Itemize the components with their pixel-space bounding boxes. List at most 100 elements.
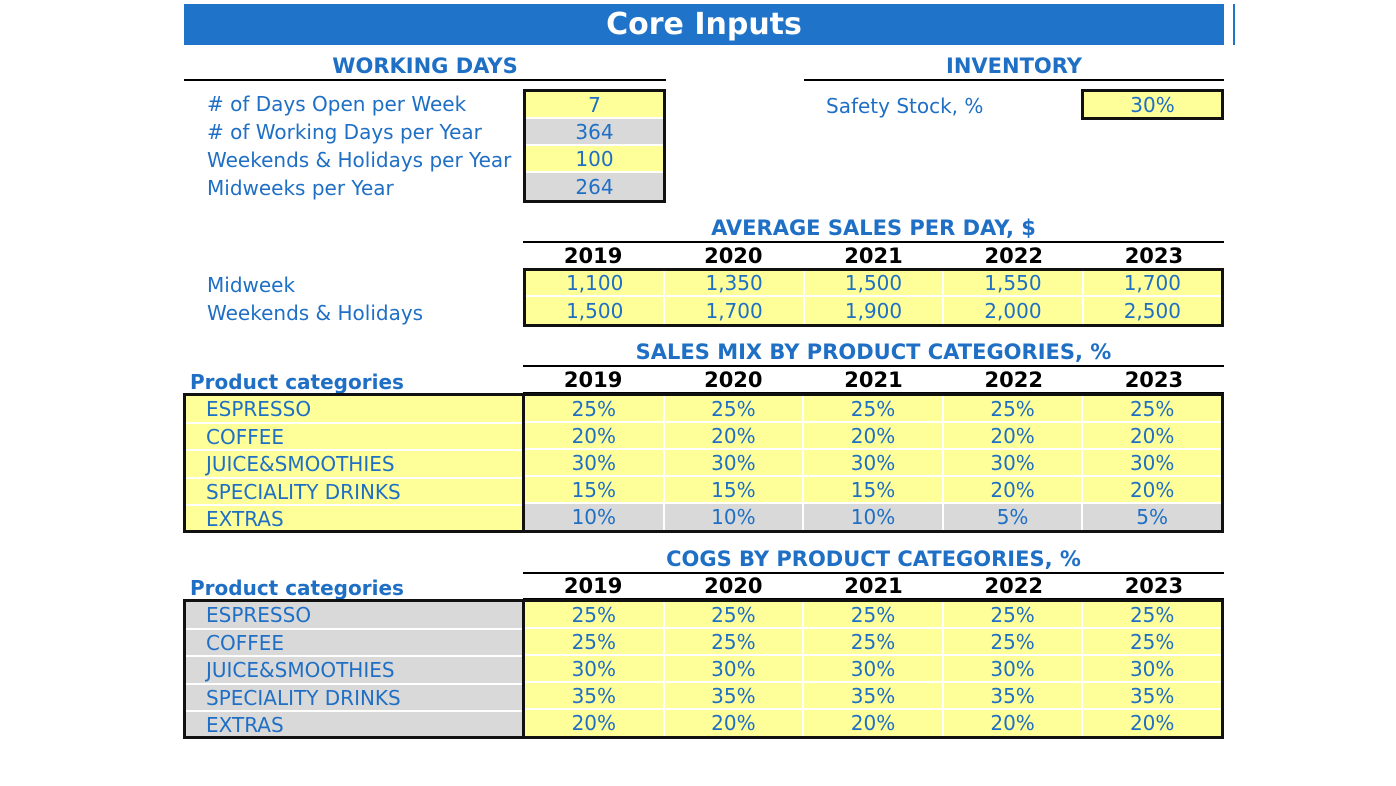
- sales-mix-cell[interactable]: 20%: [804, 423, 944, 450]
- working-days-heading: WORKING DAYS: [184, 53, 666, 81]
- cogs-cell[interactable]: 20%: [525, 710, 665, 736]
- cogs-cell[interactable]: 25%: [1083, 602, 1221, 629]
- cogs-cell[interactable]: 35%: [1083, 683, 1221, 710]
- avg-sales-cell[interactable]: 1,350: [665, 271, 805, 297]
- cogs-category-extras: EXTRAS: [206, 713, 284, 738]
- sales-mix-cell[interactable]: 20%: [1083, 477, 1221, 504]
- category-juice-smoothies[interactable]: JUICE&SMOOTHIES: [186, 451, 522, 479]
- year-header: 2021: [844, 574, 903, 598]
- category-extras[interactable]: EXTRAS: [206, 507, 284, 532]
- cogs-cell[interactable]: 20%: [664, 710, 805, 736]
- sales-mix-extras-cell: 10%: [804, 504, 944, 530]
- sales-mix-grid: 25% 25% 25% 25% 25% 20% 20% 20% 20% 20% …: [522, 393, 1224, 533]
- cogs-cell[interactable]: 30%: [1083, 656, 1221, 683]
- sales-mix-cell[interactable]: 30%: [664, 450, 805, 477]
- banner-edge: [1233, 4, 1235, 45]
- sales-mix-category-list: ESPRESSO COFFEE JUICE&SMOOTHIES SPECIALI…: [183, 393, 525, 533]
- weekends-label: Weekends & Holidays: [207, 301, 424, 325]
- cogs-cell[interactable]: 30%: [664, 656, 805, 683]
- year-header: 2021: [844, 244, 903, 268]
- avg-sales-cell[interactable]: 1,700: [1083, 271, 1222, 297]
- sales-mix-cell[interactable]: 25%: [525, 396, 665, 423]
- cogs-category-espresso: ESPRESSO: [186, 602, 522, 630]
- cogs-cell[interactable]: 25%: [804, 602, 944, 629]
- midweeks-value: 264: [526, 173, 663, 200]
- safety-stock-label: Safety Stock, %: [826, 94, 984, 118]
- cogs-cell[interactable]: 35%: [525, 683, 665, 710]
- sales-mix-cell[interactable]: 20%: [525, 423, 665, 450]
- avg-sales-cell[interactable]: 2,500: [1083, 297, 1222, 324]
- avg-sales-cell[interactable]: 1,500: [804, 271, 945, 297]
- sales-mix-cell[interactable]: 25%: [943, 396, 1084, 423]
- working-days-label: # of Working Days per Year: [207, 120, 482, 144]
- working-days-value: 364: [526, 119, 663, 146]
- cogs-category-juice-smoothies: JUICE&SMOOTHIES: [186, 657, 522, 685]
- sales-mix-cell[interactable]: 25%: [1083, 396, 1221, 423]
- days-open-input[interactable]: 7: [526, 92, 663, 119]
- cogs-cell[interactable]: 30%: [943, 656, 1084, 683]
- cogs-cell[interactable]: 25%: [1083, 629, 1221, 656]
- category-espresso[interactable]: ESPRESSO: [186, 396, 522, 424]
- cogs-year-header: 2019 2020 2021 2022 2023: [523, 574, 1224, 600]
- year-header: 2019: [563, 368, 623, 392]
- sales-mix-heading: SALES MIX BY PRODUCT CATEGORIES, %: [523, 339, 1224, 367]
- cogs-cell[interactable]: 30%: [525, 656, 665, 683]
- year-header: 2022: [984, 244, 1043, 268]
- avg-sales-cell[interactable]: 1,100: [526, 271, 666, 297]
- cogs-heading: COGS BY PRODUCT CATEGORIES, %: [523, 546, 1224, 574]
- inventory-heading: INVENTORY: [804, 53, 1224, 81]
- sales-mix-year-header: 2019 2020 2021 2022 2023: [523, 368, 1224, 394]
- days-open-label: # of Days Open per Week: [207, 92, 467, 116]
- sales-mix-cell[interactable]: 30%: [1083, 450, 1221, 477]
- midweeks-label: Midweeks per Year: [207, 176, 394, 200]
- sales-mix-cell[interactable]: 25%: [664, 396, 805, 423]
- sales-mix-cell[interactable]: 15%: [525, 477, 665, 504]
- sales-mix-cell[interactable]: 15%: [804, 477, 944, 504]
- cogs-cell[interactable]: 25%: [525, 629, 665, 656]
- category-speciality-drinks[interactable]: SPECIALITY DRINKS: [186, 479, 522, 507]
- category-coffee[interactable]: COFFEE: [186, 424, 522, 452]
- cogs-cell[interactable]: 35%: [943, 683, 1084, 710]
- avg-sales-cell[interactable]: 1,550: [944, 271, 1084, 297]
- cogs-cell[interactable]: 20%: [1083, 710, 1221, 736]
- cogs-cell[interactable]: 20%: [804, 710, 944, 736]
- cogs-cell[interactable]: 25%: [943, 629, 1084, 656]
- sales-mix-cell[interactable]: 30%: [804, 450, 944, 477]
- avg-sales-cell[interactable]: 1,700: [665, 297, 805, 324]
- year-header: 2019: [563, 574, 623, 598]
- safety-stock-input[interactable]: 30%: [1084, 92, 1221, 117]
- sales-mix-cell[interactable]: 30%: [525, 450, 665, 477]
- cogs-cell[interactable]: 30%: [804, 656, 944, 683]
- weekends-holidays-input[interactable]: 100: [526, 146, 663, 173]
- cogs-cell[interactable]: 25%: [664, 602, 805, 629]
- year-header: 2022: [984, 368, 1043, 392]
- sales-mix-cell[interactable]: 20%: [943, 423, 1084, 450]
- sales-mix-extras-cell: 10%: [525, 504, 665, 530]
- cogs-cell[interactable]: 35%: [804, 683, 944, 710]
- sales-mix-cell[interactable]: 20%: [1083, 423, 1221, 450]
- avg-sales-cell[interactable]: 2,000: [944, 297, 1084, 324]
- avg-sales-cell[interactable]: 1,900: [804, 297, 945, 324]
- avg-sales-grid: 1,100 1,350 1,500 1,550 1,700 1,500 1,70…: [523, 268, 1224, 327]
- working-days-labels: # of Days Open per Week # of Working Day…: [207, 91, 511, 203]
- cogs-cell[interactable]: 35%: [664, 683, 805, 710]
- sales-mix-cell[interactable]: 30%: [943, 450, 1084, 477]
- sales-mix-cell[interactable]: 20%: [943, 477, 1084, 504]
- sales-mix-categories-label: Product categories: [190, 370, 404, 394]
- sales-mix-cell[interactable]: 20%: [664, 423, 805, 450]
- cogs-category-speciality-drinks: SPECIALITY DRINKS: [186, 685, 522, 713]
- cogs-cell[interactable]: 25%: [664, 629, 805, 656]
- cogs-cell[interactable]: 25%: [943, 602, 1084, 629]
- cogs-category-coffee: COFFEE: [186, 630, 522, 658]
- cogs-cell[interactable]: 25%: [804, 629, 944, 656]
- year-header: 2021: [844, 368, 903, 392]
- sales-mix-cell[interactable]: 25%: [804, 396, 944, 423]
- sales-mix-extras-cell: 10%: [664, 504, 805, 530]
- sales-mix-extras-cell: 5%: [943, 504, 1084, 530]
- cogs-grid: 25% 25% 25% 25% 25% 25% 25% 25% 25% 25% …: [522, 599, 1224, 739]
- sales-mix-cell[interactable]: 15%: [664, 477, 805, 504]
- avg-sales-cell[interactable]: 1,500: [526, 297, 666, 324]
- cogs-cell[interactable]: 20%: [943, 710, 1084, 736]
- year-header: 2023: [1124, 368, 1184, 392]
- cogs-cell[interactable]: 25%: [525, 602, 665, 629]
